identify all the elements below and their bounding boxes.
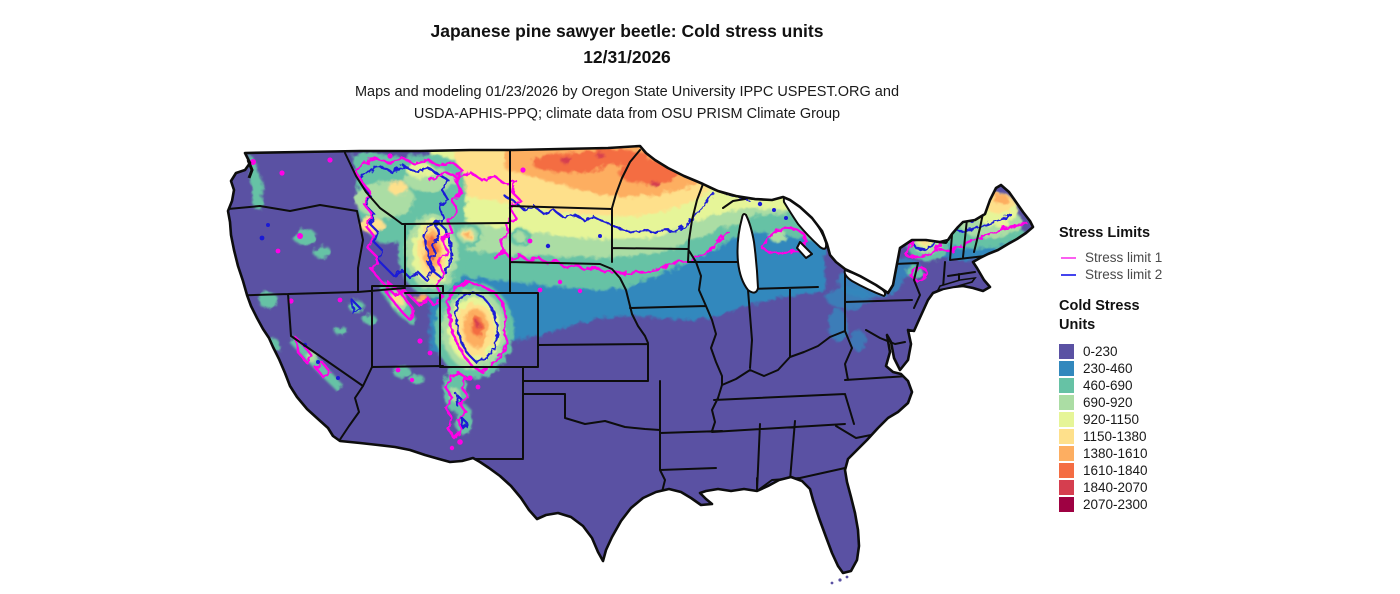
legend-class-label: 690-920	[1083, 395, 1133, 410]
stress-limit-label: Stress limit 1	[1085, 250, 1163, 265]
cold-stress-legend-title: Cold Stress Units	[1059, 297, 1259, 335]
us-outline	[226, 144, 1035, 575]
cold-stress-class-row: 1380-1610	[1059, 445, 1259, 462]
subtitle-credits-line2: USDA-APHIS-PPQ; climate data from OSU PR…	[413, 106, 841, 122]
legend-swatch	[1059, 480, 1074, 495]
legend-class-label: 1150-1380	[1083, 429, 1147, 444]
legend-class-label: 0-230	[1083, 344, 1118, 359]
stress-limit-label: Stress limit 2	[1085, 267, 1163, 282]
legend-swatch	[1059, 412, 1074, 427]
legend-swatch	[1059, 395, 1074, 410]
legend-class-label: 920-1150	[1083, 412, 1140, 427]
long-island	[936, 276, 977, 292]
cold-stress-class-row: 920-1150	[1059, 411, 1259, 428]
map-legend: Stress Limits Stress limit 1 Stress limit…	[1059, 225, 1259, 513]
stress-limit-legend-item: Stress limit 2	[1061, 266, 1259, 283]
cold-stress-legend-classes: 0-230 230-460 460-690 690-920 920-1150 1150-1…	[1059, 343, 1259, 513]
legend-class-label: 1610-1840	[1083, 463, 1148, 478]
legend-class-label: 2070-2300	[1083, 497, 1148, 512]
cold-stress-class-row: 1840-2070	[1059, 479, 1259, 496]
stress-limit-legend-item: Stress limit 1	[1061, 249, 1259, 266]
stress-limits-legend: Stress limit 1 Stress limit 2	[1059, 249, 1259, 283]
saginaw-bay	[796, 241, 813, 259]
stress-limits-legend-title: Stress Limits	[1059, 225, 1151, 241]
legend-class-label: 460-690	[1083, 378, 1133, 393]
legend-class-label: 1840-2070	[1083, 480, 1148, 495]
lake-michigan	[736, 213, 759, 294]
legend-class-label: 230-460	[1083, 361, 1133, 376]
legend-swatch	[1059, 497, 1074, 512]
title-species-line: Japanese pine sawyer beetle: Cold stress…	[430, 21, 824, 41]
cold-stress-class-row: 2070-2300	[1059, 496, 1259, 513]
legend-swatch	[1059, 463, 1074, 478]
subtitle-credits-line1: Maps and modeling 01/23/2026 by Oregon S…	[354, 84, 900, 100]
cold-stress-class-row: 1150-1380	[1059, 428, 1259, 445]
cold-stress-class-row: 1610-1840	[1059, 462, 1259, 479]
puget-sound	[246, 159, 254, 179]
legend-swatch	[1059, 446, 1074, 461]
cold-stress-class-row: 0-230	[1059, 343, 1259, 360]
florida-keys	[830, 575, 849, 585]
legend-swatch	[1059, 361, 1074, 376]
legend-swatch	[1059, 378, 1074, 393]
cold-stress-class-row: 230-460	[1059, 360, 1259, 377]
stress-limit-line-sample	[1061, 273, 1076, 276]
page-title: Japanese pine sawyer beetle: Cold stress…	[200, 18, 1054, 70]
legend-swatch	[1059, 429, 1074, 444]
stress-limit-line-sample	[1061, 256, 1076, 259]
coastal-details	[246, 159, 977, 585]
title-date-line: 12/31/2026	[583, 47, 671, 67]
legend-swatch	[1059, 344, 1074, 359]
cold-stress-class-row: 460-690	[1059, 377, 1259, 394]
page-subtitle: Maps and modeling 01/23/2026 by Oregon S…	[200, 81, 1054, 125]
legend-class-label: 1380-1610	[1083, 446, 1148, 461]
cold-stress-class-row: 690-920	[1059, 394, 1259, 411]
cold-stress-title-line2: Units	[1059, 317, 1096, 333]
cold-stress-title-line1: Cold Stress	[1059, 298, 1140, 314]
